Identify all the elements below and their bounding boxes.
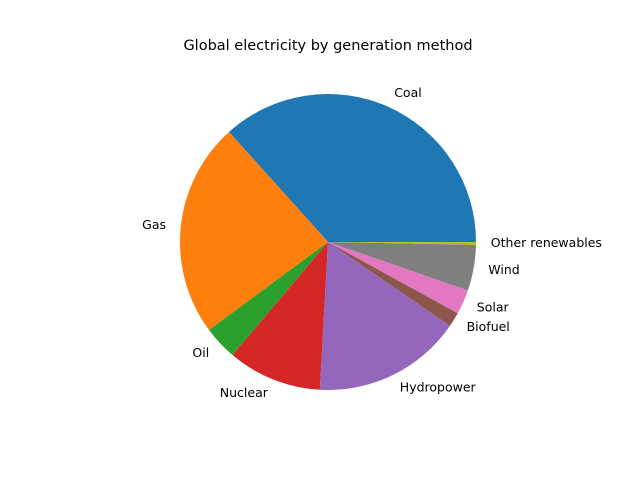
pie-label-nuclear: Nuclear	[220, 385, 269, 400]
pie-label-wind: Wind	[488, 262, 519, 277]
pie-slice-solar	[328, 242, 468, 314]
pie-label-other-renewables: Other renewables	[491, 235, 602, 250]
pie-labels: Coal Gas Oil Nuclear Hydropower Biofuel Solar W…	[142, 85, 602, 400]
pie-label-solar: Solar	[477, 300, 510, 315]
chart-title: Global electricity by generation method	[183, 38, 472, 54]
pie-slice-nuclear	[232, 242, 328, 390]
pie-label-gas: Gas	[142, 217, 166, 232]
pie-slice-gas	[179, 131, 328, 331]
pie-label-oil: Oil	[192, 345, 209, 360]
pie-slice-other-renewables	[328, 242, 476, 245]
pie-slices	[179, 93, 476, 391]
pie-slice-oil	[209, 242, 328, 356]
pie-slice-hydropower	[319, 242, 450, 391]
pie-label-hydropower: Hydropower	[400, 380, 477, 395]
pie-slice-wind	[328, 242, 476, 291]
pie-slice-coal	[228, 93, 476, 242]
pie-label-coal: Coal	[394, 85, 422, 100]
pie-slice-biofuel	[328, 242, 458, 326]
pie-label-biofuel: Biofuel	[467, 319, 510, 334]
